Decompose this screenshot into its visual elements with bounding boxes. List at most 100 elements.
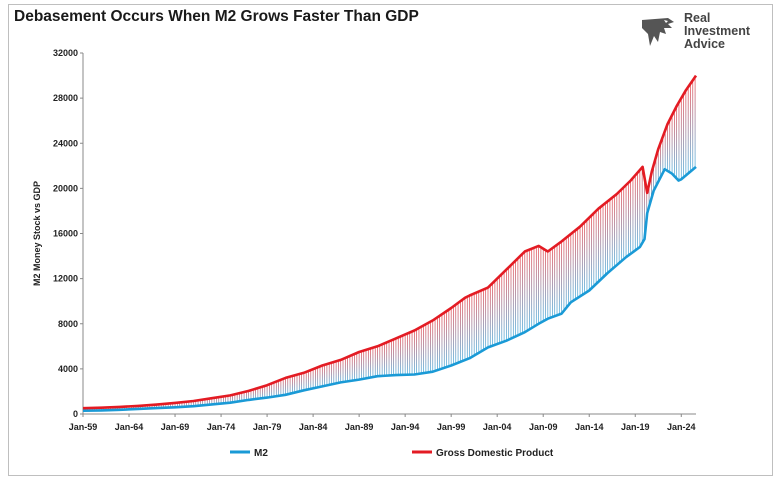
spread-hatch-line [545, 250, 546, 320]
spread-hatch-line [494, 280, 496, 345]
spread-hatch-line [319, 366, 321, 387]
logo: Real Investment Advice [638, 12, 758, 52]
spread-hatch-line [414, 330, 415, 375]
spread-hatch-line [255, 388, 256, 400]
spread-hatch-line [149, 405, 151, 409]
spread-hatch-line [110, 407, 111, 411]
spread-hatch-line [432, 320, 434, 372]
spread-hatch-line [437, 317, 438, 371]
spread-hatch-line [248, 390, 250, 400]
spread-hatch-line [324, 364, 325, 386]
spread-hatch-line [280, 379, 282, 396]
spread-hatch-line [144, 405, 146, 409]
spread-hatch-line [570, 234, 572, 303]
spread-hatch-line [446, 311, 447, 368]
y-tick-label: 28000 [53, 93, 78, 103]
spread-hatch-line [259, 387, 261, 399]
spread-hatch-line [344, 357, 346, 382]
spread-hatch-line [292, 375, 293, 394]
spread-hatch-line [462, 299, 464, 361]
spread-hatch-line [374, 347, 376, 377]
spread-hatch-line [561, 241, 562, 314]
spread-hatch-line [639, 170, 641, 248]
spread-hatch-line [223, 396, 224, 404]
spread-hatch-line [289, 376, 291, 394]
spread-hatch-line [423, 325, 424, 374]
spread-hatch-line [135, 406, 137, 410]
spread-hatch-line [526, 250, 528, 331]
spread-hatch-line [130, 406, 132, 410]
spread-hatch-line [361, 351, 362, 380]
x-tick-label: Jan-74 [207, 422, 236, 432]
spread-hatch-line [483, 289, 484, 351]
spread-hatch-line [229, 395, 231, 403]
y-tick-label: 12000 [53, 274, 78, 284]
spread-hatch-line [262, 386, 263, 399]
spread-hatch-line [317, 367, 319, 388]
spread-hatch-line [395, 338, 397, 376]
spread-hatch-line [335, 361, 337, 384]
spread-hatch-line [678, 102, 680, 181]
logo-text: Real Investment Advice [684, 12, 750, 51]
spread-hatch-line [671, 115, 673, 174]
spread-hatch-line [623, 187, 625, 260]
spread-hatch-line [156, 404, 157, 409]
spread-hatch-line [206, 398, 208, 405]
y-axis-label: M2 Money Stock vs GDP [32, 181, 42, 286]
spread-hatch-line [96, 407, 98, 411]
spread-hatch-line [388, 341, 390, 376]
spread-hatch-line [347, 356, 348, 382]
spread-hatch-line [579, 226, 581, 297]
spread-hatch-line [170, 403, 171, 408]
spread-hatch-line [563, 239, 565, 311]
spread-hatch-line [381, 344, 383, 376]
spread-hatch-line [285, 377, 286, 395]
y-tick-label: 4000 [58, 364, 78, 374]
spread-hatch-line [600, 206, 602, 280]
spread-hatch-line [271, 383, 273, 397]
spread-hatch-line [499, 276, 500, 344]
tick-labels: 0 4000 8000 12000 16000 20000 24000 28000 32000 J… [53, 48, 696, 432]
logo-line-2: Investment [684, 24, 750, 38]
x-tick-label: Jan-64 [115, 422, 144, 432]
spread-hatch-line [209, 398, 210, 405]
spread-hatch-line [367, 349, 369, 378]
spread-hatch-line [163, 404, 164, 408]
spread-hatch-line [448, 309, 450, 367]
spread-hatch-line [218, 397, 220, 404]
spread-hatch-line [188, 401, 190, 407]
spread-hatch-line [455, 304, 457, 364]
spread-hatch-line [165, 403, 167, 408]
spread-hatch-line [577, 228, 579, 298]
spread-hatch-line [466, 296, 468, 360]
spread-hatch-line [450, 307, 452, 366]
spread-hatch-line [457, 302, 459, 363]
spread-hatch-line [476, 292, 477, 355]
spread-hatch-line [418, 327, 420, 374]
spread-hatch-line [655, 156, 657, 187]
spread-hatch-line [547, 251, 549, 319]
spread-hatch-line [326, 364, 328, 386]
x-tick-label: Jan-59 [69, 422, 98, 432]
spread-hatch-line [690, 83, 691, 172]
spread-hatch-line [269, 384, 270, 398]
chart-title: Debasement Occurs When M2 Grows Faster T… [14, 8, 419, 25]
series-line-m2 [82, 165, 697, 412]
spread-hatch-line [402, 335, 404, 375]
spread-hatch-line [664, 130, 666, 170]
spread-hatch-line [441, 314, 443, 369]
y-tick-label: 32000 [53, 48, 78, 58]
spread-hatch-line [556, 244, 558, 316]
spread-hatch-line [535, 246, 537, 326]
spread-hatch-line [243, 392, 245, 401]
series-line-gross-domestic-product [82, 74, 698, 410]
spread-hatch-line [653, 165, 655, 191]
spread-hatch-line [252, 389, 254, 400]
spread-hatch-line [190, 401, 192, 407]
spread-hatch-line [409, 332, 411, 375]
axes [80, 52, 696, 417]
spread-hatching [82, 76, 696, 411]
spread-hatch-line [310, 370, 312, 389]
spread-hatch-line [584, 222, 585, 294]
spread-hatch-line [586, 219, 588, 292]
